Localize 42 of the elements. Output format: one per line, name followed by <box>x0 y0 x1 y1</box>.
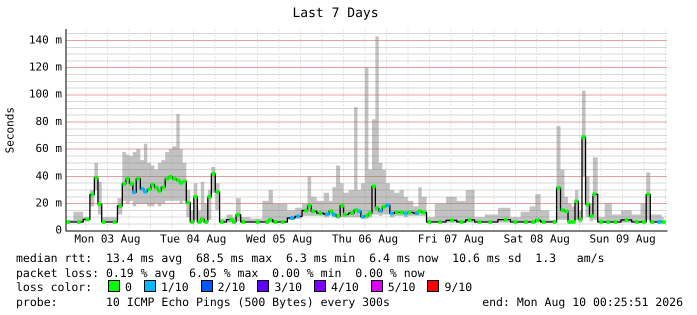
point <box>290 216 294 220</box>
y-tick-label: 40 m <box>36 169 62 182</box>
x-tick-label: Wed 05 Aug <box>246 232 312 246</box>
point <box>386 203 390 208</box>
x-tick-label: Mon 03 Aug <box>74 232 141 246</box>
point <box>404 212 408 216</box>
y-tick-label: 120 m <box>28 60 62 74</box>
chart-title: Last 7 Days <box>292 6 379 22</box>
point <box>132 190 136 194</box>
legend-label: 0 <box>124 280 132 294</box>
legend-label: 9/10 <box>443 280 472 294</box>
text: median rtt: 13.4 ms avg 68.5 ms max 6.3 ms min 6.4 ms now 10.6 ms sd 1.3 am/s <box>16 251 605 265</box>
point <box>658 220 662 224</box>
text: probe: 10 ICMP Echo Pings (500 Bytes) every 300s <box>16 295 390 309</box>
x-tick-label: Sun 09 Aug <box>589 232 656 246</box>
y-tick-label: 140 m <box>28 33 62 46</box>
x-tick-label: Fri 07 Aug <box>418 232 484 246</box>
point <box>325 212 329 216</box>
x-tick-label: Tue 04 Aug <box>160 232 226 246</box>
point <box>140 187 144 191</box>
y-tick-label: 0 <box>55 224 62 237</box>
point <box>296 214 300 218</box>
x-tick-label: Sat 08 Aug <box>504 232 570 246</box>
legend-title: loss color: <box>16 280 94 294</box>
y-tick-label: 60 m <box>36 142 62 156</box>
text: end: Mon Aug 10 00:25:51 2026 <box>482 295 683 309</box>
point <box>361 214 365 219</box>
text: packet loss: 0.19 % avg 6.05 % max 0.00 % min 0.00 % now <box>16 266 424 280</box>
legend-label: 4/10 <box>330 280 359 294</box>
point <box>144 190 148 194</box>
point <box>390 212 394 216</box>
y-axis-title: Seconds <box>3 107 16 154</box>
x-tick-label: Thu 06 Aug <box>332 232 398 246</box>
legend-label: 3/10 <box>273 280 302 294</box>
y-tick-label: 20 m <box>36 196 62 210</box>
y-tick-label: 100 m <box>28 88 62 101</box>
point <box>378 208 383 213</box>
legend-label: 5/10 <box>386 280 416 294</box>
legend-label: 2/10 <box>216 280 246 294</box>
y-tick-label: 80 m <box>36 114 62 128</box>
legend-label: 1/10 <box>160 280 189 294</box>
point <box>332 212 336 216</box>
